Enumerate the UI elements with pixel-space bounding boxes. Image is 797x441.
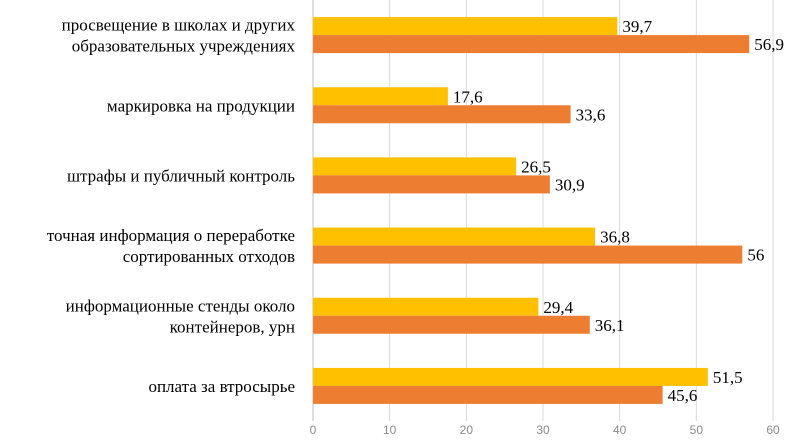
x-tick-label: 60 xyxy=(766,423,780,437)
value-label-series-1-0: 39,7 xyxy=(622,17,652,36)
x-tick-label: 0 xyxy=(310,423,317,437)
value-label-series-1-4: 29,4 xyxy=(543,298,573,317)
bar-series-1-0 xyxy=(313,17,618,36)
category-label-4-1: контейнеров, урн xyxy=(170,317,295,336)
x-tick-label: 40 xyxy=(613,423,627,437)
value-label-series-2-0: 56,9 xyxy=(754,35,784,54)
value-label-series-2-5: 45,6 xyxy=(668,386,698,405)
category-label-1-0: маркировка на продукции xyxy=(107,96,295,115)
bar-series-2-4 xyxy=(313,315,590,334)
category-label-4-0: информационные стенды около xyxy=(66,296,295,315)
category-label-0-1: образовательных учреждениях xyxy=(72,37,296,56)
category-label-5-0: оплата за втросырье xyxy=(148,377,295,396)
value-label-series-2-3: 56 xyxy=(747,246,764,265)
value-label-series-1-2: 26,5 xyxy=(521,157,551,176)
x-tick-label: 30 xyxy=(536,423,550,437)
category-labels: просвещение в школах и других образовател… xyxy=(47,16,296,396)
category-label-3-1: сортированных отходов xyxy=(123,247,295,266)
value-label-series-2-1: 33,6 xyxy=(576,105,606,124)
category-label-0-0: просвещение в школах и других xyxy=(62,16,296,35)
gridlines xyxy=(389,0,774,421)
bar-series-2-2 xyxy=(313,175,550,194)
bar-series-1-3 xyxy=(313,227,596,246)
value-label-series-1-1: 17,6 xyxy=(453,87,483,106)
value-label-series-2-2: 30,9 xyxy=(555,175,585,194)
value-label-series-1-5: 51,5 xyxy=(713,368,743,387)
bar-series-2-0 xyxy=(313,35,750,54)
category-label-3-0: точная информация о переработке xyxy=(47,226,295,245)
bar-series-1-1 xyxy=(313,87,448,106)
x-tick-label: 50 xyxy=(690,423,704,437)
bar-series-1-2 xyxy=(313,157,517,176)
bar-series-2-1 xyxy=(313,105,571,124)
value-label-series-1-3: 36,8 xyxy=(600,228,630,247)
x-axis: 0 10 20 30 40 50 60 xyxy=(310,0,780,437)
bar-series-2-5 xyxy=(313,385,663,404)
bar-series-1-5 xyxy=(313,367,708,386)
bars xyxy=(313,17,750,404)
category-label-2-0: штрафы и публичный контроль xyxy=(67,166,295,185)
bar-series-1-4 xyxy=(313,297,539,316)
value-label-series-2-4: 36,1 xyxy=(595,316,625,335)
x-tick-label: 20 xyxy=(460,423,474,437)
data-labels: 39,7 56,9 17,6 33,6 26,530,9 36,8 56 29,4 36,1 51… xyxy=(453,17,784,405)
x-tick-label: 10 xyxy=(383,423,397,437)
bar-series-2-3 xyxy=(313,245,743,264)
